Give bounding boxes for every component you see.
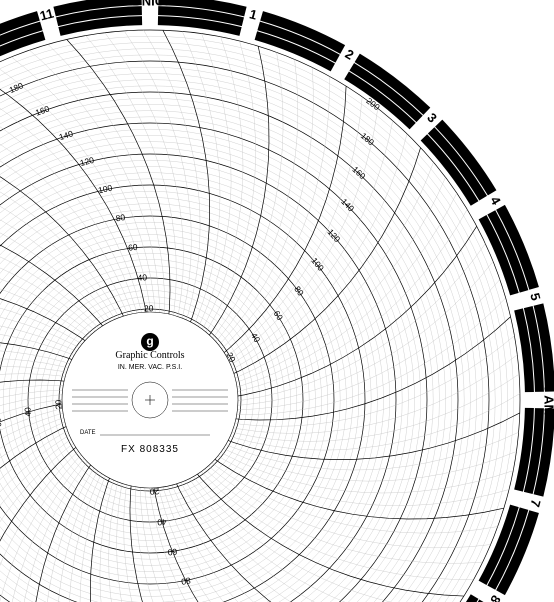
radial-value-label: 40: [137, 272, 147, 283]
radial-value-label: 60: [128, 242, 139, 253]
brand-name: Graphic Controls: [115, 350, 184, 361]
units-label: IN. MER. VAC. P.S.I.: [118, 364, 182, 371]
radial-value-label: 40: [22, 407, 33, 418]
part-number: FX 808335: [121, 444, 179, 455]
radial-value-label: 40: [157, 517, 168, 528]
radial-value-label: 80: [115, 212, 126, 223]
brand-logo-letter: g: [146, 334, 153, 348]
hour-label: MIDNIGHT: [118, 0, 182, 8]
hour-label: 6 AM: [542, 385, 554, 416]
date-label: DATE: [80, 430, 96, 436]
radial-value-label: 60: [167, 546, 178, 557]
hub: g Graphic Controls IN. MER. VAC. P.S.I. DAT…: [62, 312, 238, 488]
